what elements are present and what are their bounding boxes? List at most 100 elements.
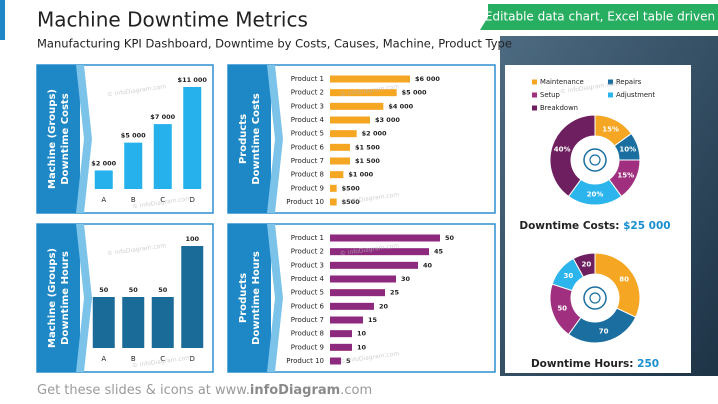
icon [589,154,601,166]
panel-title: Downtime Costs [251,93,262,184]
panel-tab-arrow [267,65,283,213]
category-label: Product 10 [286,198,324,206]
category-label: A [101,196,106,204]
bar [330,275,396,283]
category-label: A [101,355,106,363]
segment-label: 50 [557,305,567,313]
value-label: $4 000 [388,102,413,110]
panel-title: Machine (Groups) [47,248,58,348]
category-label: Product 9 [291,343,324,351]
donut-title: Downtime Costs: $25 000 [519,220,670,232]
panel-title: Downtime Hours [251,251,262,345]
panel-tab [37,224,80,372]
legend-label: Setup [540,91,560,99]
subtitle: Manufacturing KPI Dashboard, Downtime by… [37,37,512,51]
value-label: 30 [401,275,411,283]
bar [330,248,429,256]
bar [124,142,143,189]
bar [330,116,370,124]
value-label: 50 [158,286,168,294]
bar [330,89,397,97]
category-label: C [160,355,165,363]
value-label: $3 000 [375,116,400,124]
bar [153,124,172,189]
icon [583,148,607,172]
donut-segment [594,252,641,318]
category-label: Product 3 [291,102,324,110]
donut-title-text: Downtime Costs: [519,220,619,232]
category-label: Product 4 [291,116,325,124]
bar [330,171,344,179]
value-label: 10 [357,343,367,351]
category-label: Product 7 [291,157,324,165]
category-label: Product 6 [291,143,325,151]
footer-text: Get these slides & icons at www. [37,383,250,398]
bar [181,246,204,348]
legend-label: Adjustment [616,91,655,99]
segment-label: 20 [582,261,592,269]
legend-swatch [532,92,537,98]
value-label: 15 [368,316,378,324]
value-label: 50 [445,234,455,242]
category-label: Product 1 [291,75,324,83]
category-label: Product 8 [291,330,324,338]
value-label: 20 [379,302,389,310]
value-label: $6 000 [415,75,440,83]
bar [94,170,113,189]
value-label: 10 [357,330,367,338]
category-label: C [160,196,165,204]
value-label: $5 000 [121,132,146,140]
bar [330,75,410,83]
value-label: 50 [99,286,109,294]
bar [330,143,350,151]
panel-title: Machine (Groups) [47,89,58,189]
legend-label: Repairs [616,78,642,86]
bar [330,102,384,110]
value-label: $2 000 [362,130,387,138]
category-label: Product 5 [291,130,324,138]
value-label: 5 [346,357,351,365]
segment-label: 70 [599,327,609,335]
panel-tab [228,224,271,372]
value-label: $1 000 [348,171,373,179]
legend-label: Maintenance [540,78,584,86]
panel-tab [37,65,80,213]
donut-total: 250 [637,358,659,370]
category-label: Product 2 [291,248,324,256]
segment-label: 10% [619,145,636,153]
segment-label: 20% [587,191,604,199]
category-label: Product 6 [291,302,325,310]
segment-label: 80 [619,276,629,284]
value-label: 25 [390,289,400,297]
value-label: $11 000 [178,76,208,84]
value-label: 45 [434,248,444,256]
bar [330,316,363,324]
category-label: Product 8 [291,171,324,179]
category-label: Product 1 [291,234,324,242]
panel-title: Products [238,114,249,164]
category-label: Product 10 [286,357,324,365]
bar [330,130,357,138]
panel-tab-arrow [76,65,92,213]
category-label: Product 4 [291,275,325,283]
category-label: D [190,355,195,363]
panel-title: Downtime Costs [60,93,71,184]
bar [330,330,352,338]
accent [0,0,5,40]
icon [589,292,601,304]
donut-segment [549,114,596,198]
bar [330,261,418,269]
legend-swatch [532,105,537,111]
value-label: $7 000 [150,113,175,121]
value-label: 100 [185,235,199,243]
donut-total: $25 000 [623,220,671,232]
donut-title: Downtime Hours: 250 [531,358,659,370]
bar [330,343,352,351]
segment-label: 15% [602,125,619,133]
bar [122,297,145,348]
value-label: 50 [129,286,139,294]
legend-label: Breakdown [540,104,578,112]
bar [330,234,440,242]
bar [330,289,385,297]
